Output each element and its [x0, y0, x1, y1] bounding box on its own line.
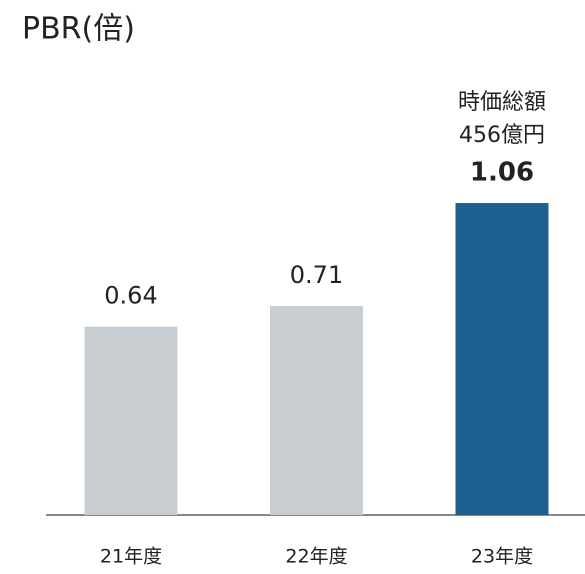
x-tick-label: 22年度	[285, 546, 347, 568]
chart-title: PBR(倍)	[22, 12, 135, 47]
data-label: 1.06	[470, 158, 534, 188]
x-tick-label: 21年度	[100, 546, 162, 568]
data-label: 0.64	[104, 282, 157, 310]
bar	[270, 306, 363, 515]
annotation: 時価総額	[458, 90, 546, 115]
data-label: 0.71	[290, 261, 343, 289]
bar	[84, 326, 178, 515]
annotation: 456億円	[459, 123, 545, 148]
bar	[455, 203, 549, 516]
x-tick-label: 23年度	[471, 546, 533, 568]
